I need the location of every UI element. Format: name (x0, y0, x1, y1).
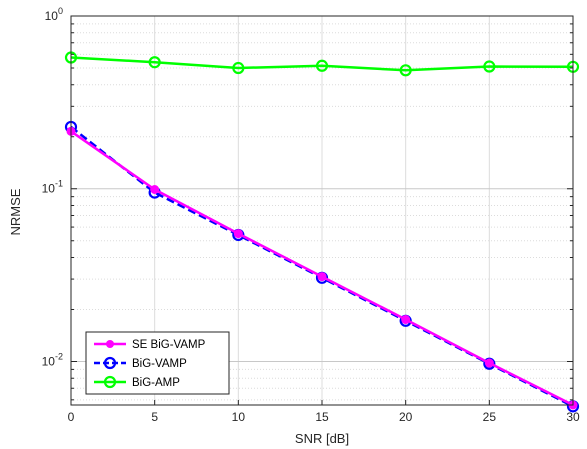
legend-swatch-marker (106, 340, 114, 348)
legend-swatch-marker (103, 375, 117, 389)
series-point (315, 59, 329, 72)
x-tick-label: 15 (315, 410, 329, 424)
series-point (483, 60, 496, 73)
x-tick-label: 10 (232, 410, 246, 424)
series-point (401, 315, 411, 325)
y-axis-label: NRMSE (8, 188, 23, 235)
x-axis-label: SNR [dB] (295, 431, 349, 446)
x-tick-label: 5 (151, 410, 158, 424)
x-tick-label: 25 (483, 410, 497, 424)
series-point (232, 61, 245, 75)
y-tick-label: 100 (45, 6, 63, 23)
y-tick-label: 10-2 (42, 351, 63, 368)
series-point (484, 358, 494, 368)
series-line (70, 56, 574, 72)
legend-swatch-marker (103, 356, 117, 370)
series-point (317, 272, 327, 282)
series-point (148, 56, 161, 69)
ticks: 0 5 10 15 20 25 30 10-2 10-1 100 (42, 6, 580, 424)
x-tick-label: 30 (566, 410, 580, 424)
series-point (399, 64, 412, 77)
x-tick-label: 20 (399, 410, 413, 424)
series-point (233, 229, 243, 239)
legend: SE BiG-VAMP BiG-VAMP BiG-AMP (85, 331, 230, 395)
legend-label: BiG-AMP (132, 377, 180, 389)
series-point (150, 185, 160, 195)
y-tick-label: 10-1 (42, 179, 63, 196)
x-tick-label: 0 (68, 410, 75, 424)
series-layer (64, 51, 580, 413)
legend-label: SE BiG-VAMP (132, 339, 206, 351)
legend-label: BiG-VAMP (132, 358, 187, 370)
